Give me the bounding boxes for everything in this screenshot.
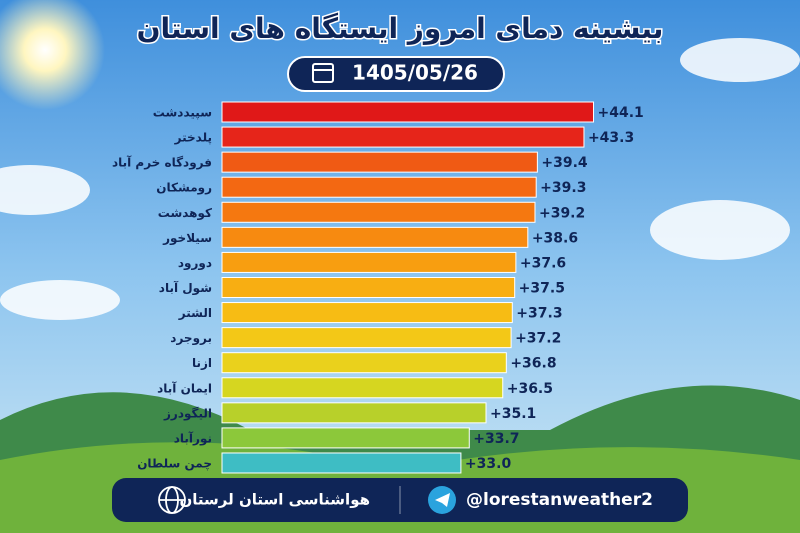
value-label: +38.6 bbox=[532, 230, 578, 246]
category-label: سپیددشت bbox=[153, 106, 212, 120]
value-label: +35.1 bbox=[490, 406, 536, 422]
category-label: کوهدشت bbox=[158, 206, 212, 221]
bar bbox=[221, 276, 516, 298]
bar bbox=[221, 251, 517, 273]
value-label: +39.4 bbox=[541, 155, 588, 171]
value-label: +37.3 bbox=[516, 306, 562, 322]
value-label: +39.3 bbox=[540, 180, 586, 196]
category-label: سیلاخور bbox=[162, 231, 212, 246]
value-label: +33.7 bbox=[473, 431, 519, 447]
bar bbox=[221, 151, 538, 173]
value-label: +36.5 bbox=[507, 381, 553, 397]
bar bbox=[221, 352, 507, 374]
bar bbox=[221, 302, 513, 324]
channel[interactable]: @lorestanweather2 bbox=[466, 490, 653, 510]
value-label: +43.3 bbox=[588, 130, 634, 146]
category-label: بروجرد bbox=[170, 331, 212, 346]
category-label: فرودگاه خرم آباد bbox=[112, 155, 212, 171]
value-label: +44.1 bbox=[598, 105, 644, 121]
category-label: الیگودرز bbox=[163, 406, 212, 421]
bar bbox=[221, 101, 595, 123]
bar bbox=[221, 427, 470, 449]
bar bbox=[221, 226, 529, 248]
value-label: +37.5 bbox=[519, 280, 565, 296]
category-label: چمن سلطان bbox=[137, 456, 212, 470]
organization: هواشناسی استان لرستان bbox=[179, 491, 370, 509]
bar bbox=[221, 452, 462, 474]
date-pill bbox=[287, 56, 505, 92]
category-label: الشتر bbox=[178, 306, 212, 320]
sun bbox=[0, 0, 105, 110]
globe-icon bbox=[158, 486, 186, 514]
value-label: +39.2 bbox=[539, 205, 585, 221]
chart-title: بیشینه دمای امروز ایستگاه های استان bbox=[137, 12, 664, 45]
bar bbox=[221, 327, 512, 349]
category-label: رومشکان bbox=[156, 181, 212, 196]
bar bbox=[221, 126, 585, 148]
category-label: پلدختر bbox=[174, 131, 212, 145]
bar bbox=[221, 377, 504, 399]
telegram-icon bbox=[428, 486, 456, 514]
category-label: دورود bbox=[178, 256, 212, 271]
category-label: ازنا bbox=[192, 356, 212, 370]
value-label: +33.0 bbox=[465, 456, 512, 472]
bar bbox=[221, 176, 537, 198]
category-label: شول آباد bbox=[159, 280, 212, 296]
bar bbox=[221, 402, 487, 424]
date: 1405/05/26 bbox=[352, 61, 478, 85]
value-label: +37.2 bbox=[515, 331, 561, 347]
calendar-icon bbox=[312, 63, 334, 83]
value-label: +36.8 bbox=[510, 356, 556, 372]
clouds bbox=[0, 38, 800, 320]
category-label: ایمان آباد bbox=[157, 380, 212, 395]
category-label: نورآباد bbox=[174, 430, 212, 446]
value-label: +37.6 bbox=[520, 255, 566, 271]
bar bbox=[221, 201, 536, 223]
